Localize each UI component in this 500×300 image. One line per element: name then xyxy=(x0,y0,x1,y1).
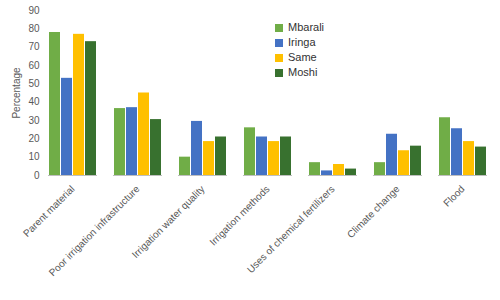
svg-text:Irrigation methods: Irrigation methods xyxy=(207,183,271,247)
svg-text:Parent material: Parent material xyxy=(21,183,77,239)
svg-text:Flood: Flood xyxy=(441,183,466,208)
svg-text:60: 60 xyxy=(28,60,40,71)
html-text:Moshi: Moshi xyxy=(288,66,318,78)
svg-text:Poor irrigation infrastructure: Poor irrigation infrastructure xyxy=(47,183,142,278)
svg-text:80: 80 xyxy=(28,23,40,34)
html-text:Same: Same xyxy=(288,51,317,63)
svg-text:Irrigation water quality: Irrigation water quality xyxy=(130,183,207,260)
svg-text:70: 70 xyxy=(28,41,40,52)
svg-text:20: 20 xyxy=(28,133,40,144)
svg-text:90: 90 xyxy=(28,5,40,16)
svg-text:40: 40 xyxy=(28,96,40,107)
svg-text:10: 10 xyxy=(28,151,40,162)
svg-text:Uses of chemical fertilizers: Uses of chemical fertilizers xyxy=(245,183,337,275)
html-text:Mbarali: Mbarali xyxy=(288,21,325,33)
svg-text:30: 30 xyxy=(28,115,40,126)
svg-text:Percentage: Percentage xyxy=(11,67,22,119)
html-text:Iringa: Iringa xyxy=(288,36,316,48)
svg-text:Climate change: Climate change xyxy=(345,183,402,240)
svg-text:0: 0 xyxy=(34,170,40,181)
svg-text:50: 50 xyxy=(28,78,40,89)
